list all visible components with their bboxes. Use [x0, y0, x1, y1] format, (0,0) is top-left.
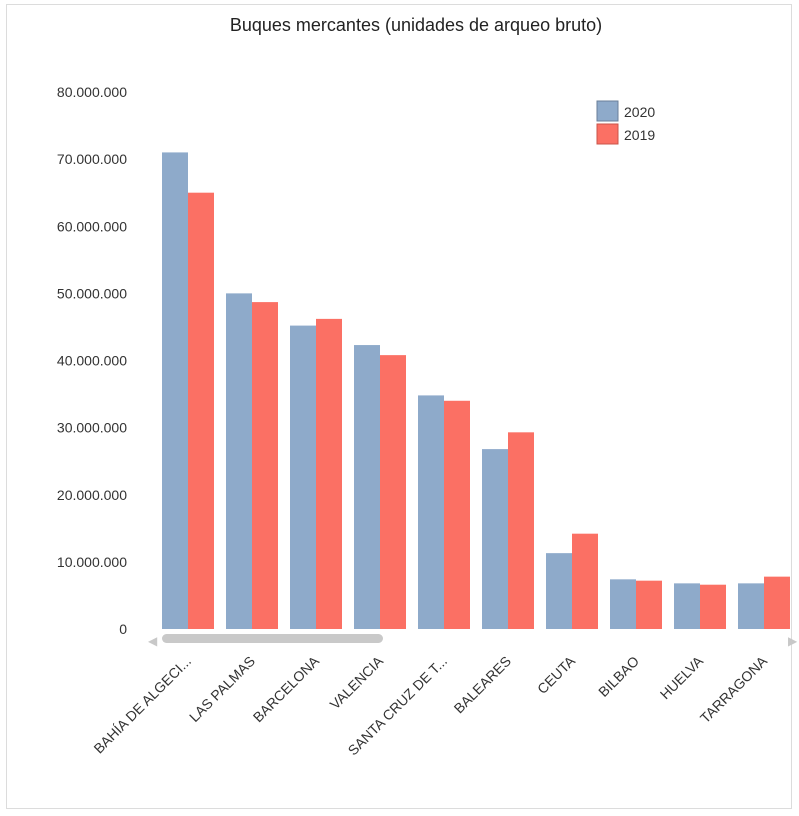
x-tick-label: CEUTA — [534, 652, 579, 697]
bar-2019-3[interactable] — [380, 355, 406, 629]
y-axis: 0 10.000.000 20.000.000 30.000.000 40.000.00… — [57, 84, 127, 637]
y-tick-label: 50.000.000 — [57, 285, 127, 301]
legend: 2020 2019 — [596, 100, 655, 145]
legend-swatch-2019 — [596, 123, 619, 145]
bars-group — [162, 152, 790, 629]
y-tick-label: 30.000.000 — [57, 420, 127, 436]
y-tick-label: 0 — [119, 621, 127, 637]
y-tick-label: 20.000.000 — [57, 487, 127, 503]
scroll-right-arrow-icon[interactable]: ▶ — [788, 634, 798, 648]
scrollbar-thumb[interactable] — [162, 634, 383, 643]
horizontal-scrollbar[interactable]: ◀ ▶ — [148, 634, 798, 648]
bar-2019-2[interactable] — [316, 318, 342, 629]
chart-title: Buques mercantes (unidades de arqueo bru… — [230, 15, 602, 35]
bar-2019-5[interactable] — [508, 432, 534, 629]
y-tick-label: 60.000.000 — [57, 218, 127, 234]
y-tick-label: 70.000.000 — [57, 151, 127, 167]
y-tick-label: 80.000.000 — [57, 84, 127, 100]
bar-2020-1[interactable] — [226, 293, 252, 629]
bar-2020-3[interactable] — [354, 345, 380, 629]
bar-2019-4[interactable] — [444, 400, 470, 629]
x-tick-label: HUELVA — [657, 652, 707, 702]
x-tick-label: BILBAO — [595, 653, 642, 700]
bar-2020-2[interactable] — [290, 325, 316, 629]
bar-2019-0[interactable] — [188, 192, 214, 629]
bar-2019-7[interactable] — [636, 580, 662, 629]
bar-2020-4[interactable] — [418, 395, 444, 629]
legend-label-2020: 2020 — [624, 104, 655, 120]
y-tick-label: 10.000.000 — [57, 554, 127, 570]
bar-2020-6[interactable] — [546, 553, 572, 629]
y-tick-label: 40.000.000 — [57, 353, 127, 369]
legend-label-2019: 2019 — [624, 127, 655, 143]
x-tick-label: BARCELONA — [250, 652, 323, 725]
bar-2020-8[interactable] — [674, 583, 700, 629]
x-tick-label: BALEARES — [451, 653, 515, 717]
bar-2020-7[interactable] — [610, 579, 636, 629]
bar-2020-0[interactable] — [162, 152, 188, 629]
bar-2020-9[interactable] — [738, 583, 764, 629]
legend-swatch-2020 — [596, 100, 619, 122]
bar-2019-1[interactable] — [252, 302, 278, 629]
x-tick-label: VALENCIA — [327, 652, 387, 712]
bar-2019-8[interactable] — [700, 584, 726, 629]
x-tick-label: BAHÍA DE ALGECI... — [90, 653, 194, 757]
bar-2020-5[interactable] — [482, 449, 508, 629]
bar-2019-9[interactable] — [764, 576, 790, 629]
x-tick-label: TARRAGONA — [697, 652, 771, 726]
bar-2019-6[interactable] — [572, 533, 598, 629]
x-tick-label: LAS PALMAS — [186, 653, 258, 725]
scroll-left-arrow-icon[interactable]: ◀ — [148, 634, 158, 648]
